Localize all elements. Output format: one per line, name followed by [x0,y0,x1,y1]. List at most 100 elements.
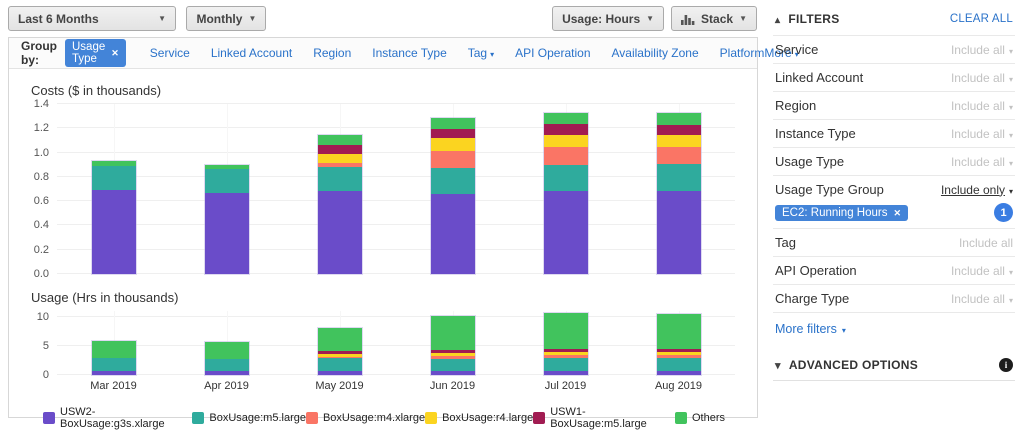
segment-usw1-boxusage-m5-large[interactable] [543,349,588,352]
segment-usw2-boxusage-g3s-xlarge[interactable] [204,193,249,274]
segment-others[interactable] [91,161,136,166]
segment-boxusage-m5-large[interactable] [204,359,249,371]
granularity-dropdown[interactable]: Monthly ▼ [186,6,267,31]
filter-value-dropdown[interactable]: Include all ▾ [951,99,1013,113]
stacked-bar-aug-2019[interactable] [656,113,701,274]
stacked-bar-may-2019[interactable] [317,135,362,274]
segment-boxusage-m5-large[interactable] [543,358,588,371]
more-filters-link[interactable]: More filters ▾ [773,312,1015,350]
segment-boxusage-m4-xlarge[interactable] [317,163,362,167]
date-range-dropdown[interactable]: Last 6 Months ▼ [8,6,176,31]
segment-boxusage-m4-xlarge[interactable] [430,151,475,168]
info-icon[interactable] [999,358,1013,372]
filter-value-dropdown[interactable]: Include only ▾ [941,183,1013,197]
stacked-bar-apr-2019[interactable] [204,165,249,274]
segment-usw2-boxusage-g3s-xlarge[interactable] [543,191,588,274]
filter-value-dropdown[interactable]: Include all ▾ [951,264,1013,278]
segment-others[interactable] [430,118,475,129]
segment-boxusage-r4-large[interactable] [430,353,475,356]
close-icon[interactable] [893,207,901,219]
segment-usw2-boxusage-g3s-xlarge[interactable] [656,191,701,274]
segment-boxusage-m5-large[interactable] [317,358,362,371]
chart-style-dropdown[interactable]: Stack ▼ [671,6,757,31]
segment-usw1-boxusage-m5-large[interactable] [656,349,701,352]
close-icon[interactable] [111,47,119,59]
segment-boxusage-m4-xlarge[interactable] [543,355,588,358]
segment-usw2-boxusage-g3s-xlarge[interactable] [430,371,475,375]
group-by-chip-usage-type[interactable]: Usage Type [65,39,126,67]
segment-usw1-boxusage-m5-large[interactable] [317,351,362,354]
segment-usw2-boxusage-g3s-xlarge[interactable] [430,194,475,274]
segment-usw1-boxusage-m5-large[interactable] [430,129,475,138]
segment-others[interactable] [656,113,701,125]
segment-others[interactable] [204,165,249,169]
segment-usw1-boxusage-m5-large[interactable] [317,145,362,154]
segment-usw2-boxusage-g3s-xlarge[interactable] [204,371,249,375]
segment-boxusage-m4-xlarge[interactable] [656,355,701,358]
segment-usw2-boxusage-g3s-xlarge[interactable] [317,191,362,274]
segment-others[interactable] [317,328,362,351]
stacked-bar-aug-2019[interactable] [656,314,701,375]
segment-others[interactable] [543,113,588,124]
groupby-link-platform[interactable]: Platform [719,46,765,60]
stacked-bar-jun-2019[interactable] [430,118,475,274]
groupby-link-instance-type[interactable]: Instance Type [372,46,447,60]
stacked-bar-apr-2019[interactable] [204,342,249,375]
segment-boxusage-m5-large[interactable] [91,166,136,190]
stacked-bar-mar-2019[interactable] [91,161,136,274]
segment-boxusage-m5-large[interactable] [430,359,475,371]
stacked-bar-jun-2019[interactable] [430,316,475,375]
segment-boxusage-r4-large[interactable] [543,135,588,147]
segment-usw1-boxusage-m5-large[interactable] [543,124,588,135]
segment-others[interactable] [543,313,588,349]
segment-boxusage-m5-large[interactable] [317,167,362,191]
segment-others[interactable] [91,341,136,358]
segment-boxusage-m4-xlarge[interactable] [543,147,588,165]
groupby-link-availability-zone[interactable]: Availability Zone [611,46,699,60]
filter-value-dropdown[interactable]: Include all ▾ [951,43,1013,57]
segment-boxusage-r4-large[interactable] [317,354,362,357]
stacked-bar-jul-2019[interactable] [543,313,588,375]
segment-others[interactable] [656,314,701,349]
metric-dropdown[interactable]: Usage: Hours ▼ [552,6,665,31]
segment-others[interactable] [317,135,362,145]
segment-usw2-boxusage-g3s-xlarge[interactable] [317,371,362,375]
groupby-more-link[interactable]: More ▾ [764,46,798,60]
segment-boxusage-r4-large[interactable] [317,154,362,163]
segment-usw2-boxusage-g3s-xlarge[interactable] [91,371,136,375]
filter-value-dropdown[interactable]: Include all ▾ [951,155,1013,169]
groupby-link-linked-account[interactable]: Linked Account [210,46,293,60]
segment-usw1-boxusage-m5-large[interactable] [656,125,701,135]
clear-all-link[interactable]: CLEAR ALL [949,13,1013,25]
segment-boxusage-r4-large[interactable] [543,352,588,355]
segment-boxusage-r4-large[interactable] [656,352,701,355]
stacked-bar-jul-2019[interactable] [543,113,588,274]
segment-boxusage-r4-large[interactable] [430,138,475,151]
segment-boxusage-m4-xlarge[interactable] [430,356,475,359]
segment-others[interactable] [204,342,249,359]
advanced-options-toggle[interactable]: ADVANCED OPTIONS [775,358,918,372]
segment-boxusage-m5-large[interactable] [543,165,588,191]
stacked-bar-may-2019[interactable] [317,328,362,375]
segment-boxusage-m5-large[interactable] [204,169,249,193]
segment-boxusage-m5-large[interactable] [656,164,701,191]
segment-boxusage-m5-large[interactable] [91,358,136,371]
segment-usw2-boxusage-g3s-xlarge[interactable] [656,371,701,375]
segment-boxusage-m5-large[interactable] [656,358,701,371]
segment-boxusage-m5-large[interactable] [430,168,475,194]
filter-value-dropdown[interactable]: Include all ▾ [951,71,1013,85]
segment-usw2-boxusage-g3s-xlarge[interactable] [91,190,136,274]
groupby-link-api-operation[interactable]: API Operation [515,46,591,60]
filter-value-dropdown[interactable]: Include all [959,236,1013,250]
groupby-link-service[interactable]: Service [149,46,190,60]
filter-value-dropdown[interactable]: Include all ▾ [951,127,1013,141]
stacked-bar-mar-2019[interactable] [91,341,136,375]
segment-boxusage-m4-xlarge[interactable] [656,147,701,164]
segment-usw1-boxusage-m5-large[interactable] [430,350,475,353]
segment-others[interactable] [430,316,475,350]
segment-boxusage-r4-large[interactable] [656,135,701,147]
filters-header[interactable]: FILTERS [775,12,840,26]
groupby-link-tag[interactable]: Tag ▾ [467,46,495,60]
filter-value-dropdown[interactable]: Include all ▾ [951,292,1013,306]
groupby-link-region[interactable]: Region [313,46,352,60]
